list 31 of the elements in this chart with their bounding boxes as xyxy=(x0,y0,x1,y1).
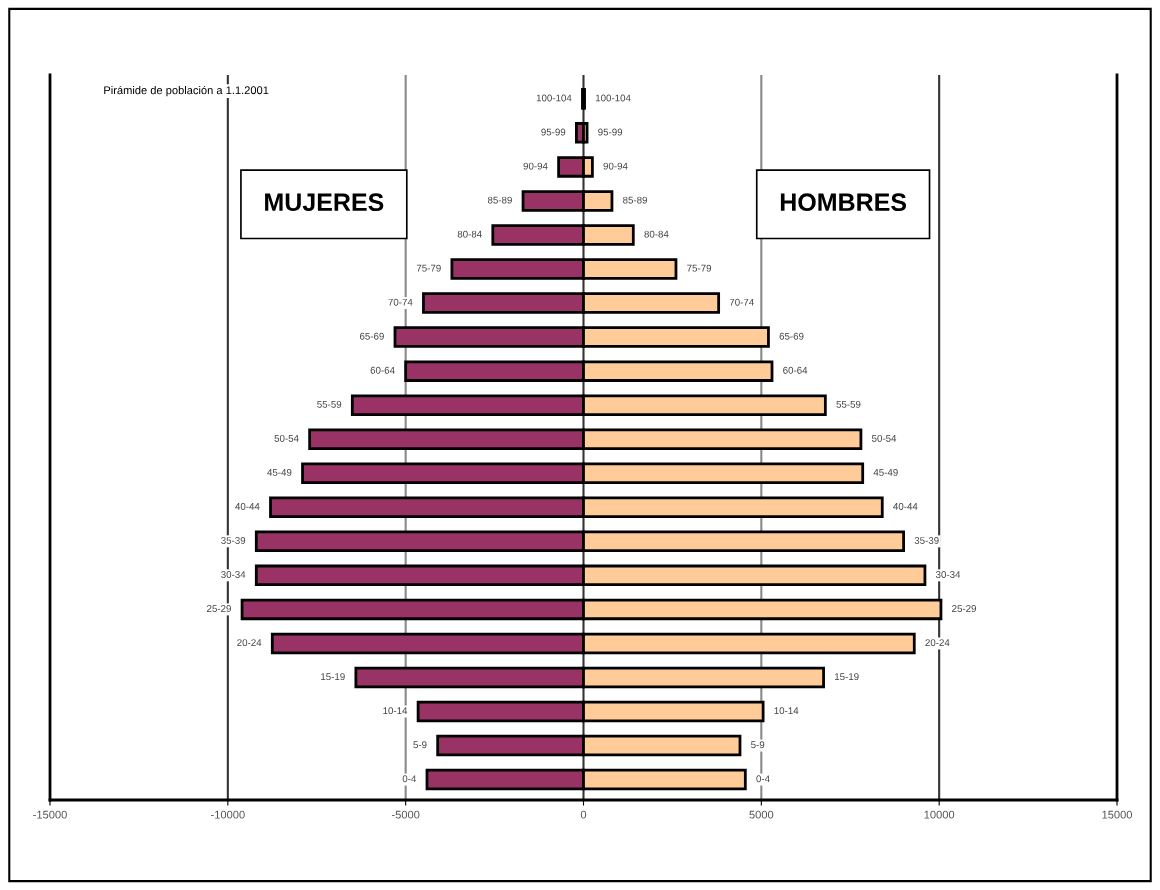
category-label: 85-89 xyxy=(623,196,648,204)
category-label: 80-84 xyxy=(644,230,669,238)
text: Pirámide de población a 1.1.2001 xyxy=(104,85,269,97)
category-label: 20-24 xyxy=(925,639,950,647)
category-label: 5-9 xyxy=(751,741,765,749)
x-tick-label: 5000 xyxy=(749,810,774,819)
category-label: 100-104 xyxy=(595,94,631,102)
category-label: 0-4 xyxy=(756,775,770,783)
category-label: 15-19 xyxy=(321,673,345,681)
category-label: 25-29 xyxy=(952,605,977,612)
text: HOMBRES xyxy=(780,193,907,212)
category-label: 35-39 xyxy=(914,537,939,544)
category-label: 75-79 xyxy=(687,264,712,272)
category-label: 40-44 xyxy=(893,503,918,510)
x-tick-label: 15000 xyxy=(1102,810,1133,819)
x-tick-label: 0 xyxy=(580,810,587,819)
x-tick-label: -5000 xyxy=(391,810,420,819)
category-label: 95-99 xyxy=(598,128,623,136)
x-tick-label: 10000 xyxy=(924,810,955,819)
category-label: 90-94 xyxy=(603,162,628,170)
category-label: 55-59 xyxy=(317,400,342,408)
category-label: 60-64 xyxy=(783,366,808,374)
x-tick-label: -15000 xyxy=(33,810,67,819)
category-label: 45-49 xyxy=(873,468,898,476)
category-label: 30-34 xyxy=(935,571,961,578)
text: MUJERES xyxy=(265,193,384,212)
category-label: 50-54 xyxy=(871,434,897,442)
category-label: 70-74 xyxy=(729,298,754,306)
category-label: 10-14 xyxy=(774,707,799,715)
category-label: 65-69 xyxy=(779,332,804,340)
x-tick-label: -10000 xyxy=(211,810,245,819)
